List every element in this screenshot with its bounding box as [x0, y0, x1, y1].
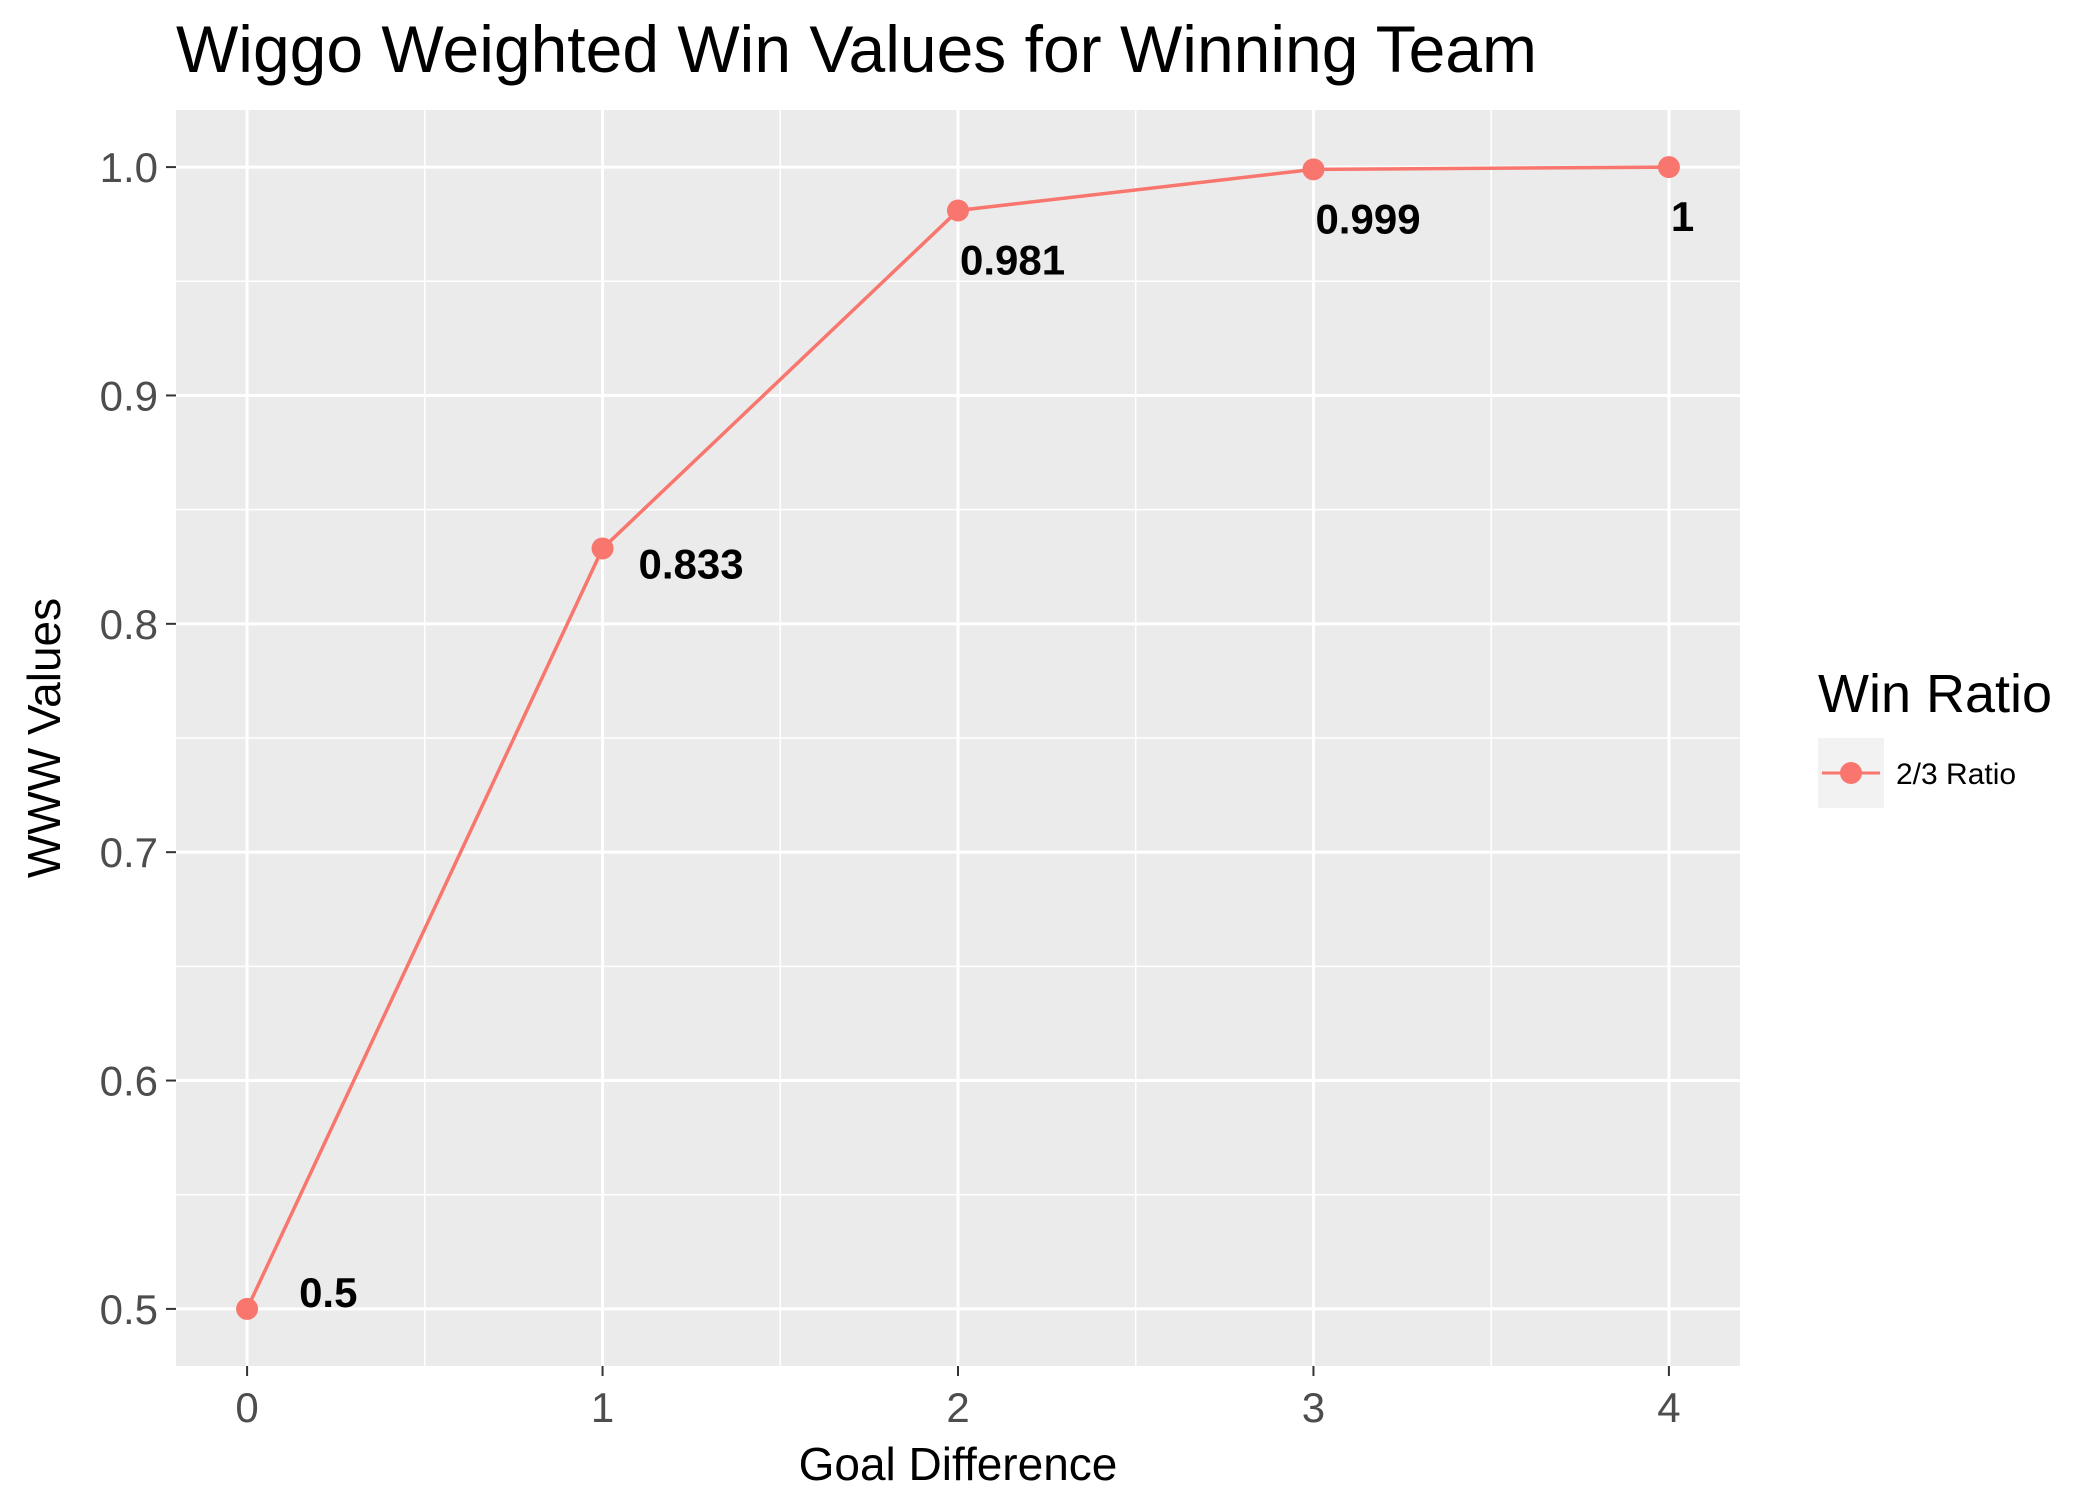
x-tick-label: 1 — [591, 1384, 614, 1431]
data-point — [591, 537, 614, 560]
x-tick-label: 4 — [1657, 1384, 1680, 1431]
data-label: 0.5 — [299, 1269, 357, 1316]
y-tick-label: 0.7 — [100, 829, 158, 876]
y-tick-label: 0.6 — [100, 1058, 158, 1105]
y-tick-label: 0.5 — [100, 1286, 158, 1333]
legend: Win Ratio 2/3 Ratio — [1818, 664, 2052, 808]
y-tick-label: 1.0 — [100, 144, 158, 191]
data-point — [1657, 156, 1680, 179]
series-layer: 0.5 0.833 0.981 0.999 1 — [236, 156, 1694, 1320]
data-label: 1 — [1671, 193, 1694, 240]
x-axis-title: Goal Difference — [799, 1438, 1118, 1490]
x-axis: 0 1 2 3 4 — [235, 1366, 1681, 1431]
legend-title: Win Ratio — [1818, 664, 2052, 724]
data-label: 0.833 — [639, 540, 744, 587]
y-axis: 0.5 0.6 0.7 0.8 0.9 1.0 — [100, 144, 176, 1333]
chart-title: Wiggo Weighted Win Values for Winning Te… — [176, 12, 1537, 86]
legend-entry-label: 2/3 Ratio — [1896, 758, 2016, 791]
y-tick-label: 0.9 — [100, 372, 158, 419]
y-tick-label: 0.8 — [100, 601, 158, 648]
x-tick-label: 2 — [946, 1384, 969, 1431]
legend-key-point — [1840, 762, 1862, 784]
data-point — [947, 199, 969, 222]
x-tick-label: 0 — [235, 1384, 258, 1431]
data-point — [1302, 158, 1325, 181]
data-label: 0.999 — [1315, 195, 1420, 242]
data-point — [236, 1297, 259, 1320]
x-tick-label: 3 — [1302, 1384, 1325, 1431]
y-axis-title: WWW Values — [18, 598, 70, 878]
data-label: 0.981 — [960, 236, 1065, 283]
